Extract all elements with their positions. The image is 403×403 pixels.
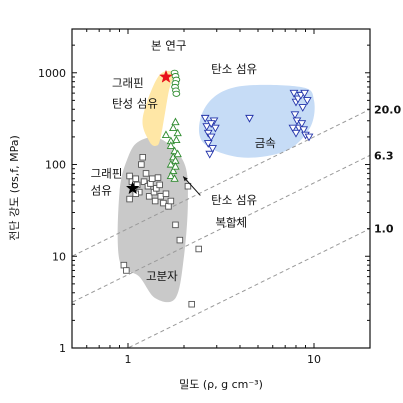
data-point-금속 [300,89,309,98]
data-point-탄소-섬유-복합체 [171,162,180,170]
data-point-고분자 [188,300,195,308]
data-point-탄소-섬유 [172,90,181,97]
annotation-label: 금속 [255,136,276,150]
data-point-고분자 [172,221,179,229]
data-point-고분자 [153,185,160,192]
data-point-고분자 [160,199,167,207]
data-point-고분자 [156,181,163,189]
data-point-고분자 [167,197,175,205]
data-point-layer [120,69,314,308]
data-point-금속 [299,126,309,135]
data-point-고분자 [132,175,139,182]
data-point-고분자 [142,170,150,177]
composite-pointer-arrowhead [183,176,188,182]
data-point-고분자 [165,203,172,210]
data-point-금속 [297,120,307,129]
y-tick-label: 10 [52,250,66,263]
data-point-고분자 [184,182,192,190]
data-point-금속 [302,97,312,105]
data-point-금속 [290,111,300,120]
x-axis-title: 밀도 (ρ, g cm⁻³) [179,378,263,391]
data-point-금속 [245,114,254,123]
region-탄소-섬유-복합체 [142,70,174,147]
data-point-금속 [205,150,215,159]
guide-line-label: 20.0 [374,103,401,116]
data-point-탄소-섬유-복합체 [173,128,182,137]
annotation-label: 그래핀 [112,76,144,90]
data-point-고분자 [148,175,156,182]
data-point-금속 [200,114,210,123]
data-point-고분자 [120,261,128,269]
data-point-고분자 [162,190,170,198]
data-point-금속 [298,104,308,112]
data-point-고분자 [195,245,202,253]
data-point-고분자 [126,172,133,180]
data-point-탄소-섬유-복합체 [169,123,178,132]
x-tick-label: 1 [124,353,131,366]
annotation-label: 섬유 [91,184,112,198]
data-point-탄소-섬유-복합체 [173,149,182,158]
annotation-label: 탄성 섬유 [112,96,158,110]
data-point-탄소-섬유-복합체 [170,174,179,182]
data-point-탄소-섬유-복합체 [161,130,171,139]
annotation-label: 고분자 [146,269,178,283]
axis-ticks: 1 10 1 10 100 1000 [38,28,371,366]
y-tick-label: 1000 [38,67,66,80]
guide-line-label: 1.0 [374,223,394,236]
guide-line-2 [126,228,370,348]
data-point-고분자 [123,267,130,274]
data-point-고분자 [140,178,148,185]
annotation-label: 탄소 섬유 [211,193,257,207]
guide-line-1 [72,154,370,303]
data-point-고분자 [157,193,164,200]
data-point-고분자 [145,193,153,200]
data-point-그래핀-섬유 [125,181,140,195]
data-point-고분자 [176,236,184,244]
data-point-금속 [211,124,220,133]
annotation-label: 본 연구 [151,38,186,52]
data-point-금속 [291,129,301,138]
annotation-label: 탄소 섬유 [211,62,257,76]
annotation-label: 복합체 [215,216,247,230]
y-tick-label: 100 [45,159,66,172]
plot-frame [71,28,371,349]
data-point-금속 [206,120,216,129]
data-point-고분자 [139,154,146,161]
data-point-탄소-섬유-복합체 [169,166,178,175]
data-point-탄소-섬유-복합체 [166,141,176,149]
guide-line-0 [72,108,370,257]
data-point-고분자 [154,174,162,181]
data-point-고분자 [126,195,133,203]
y-axis-title: 전단 강도 (σs,f, MPa) [8,135,21,241]
data-point-금속 [206,133,216,142]
data-point-탄소-섬유-복합체 [171,117,180,126]
annotation-label: 그래핀 [91,167,123,181]
data-point-금속 [288,124,298,133]
data-point-그래핀-탄성-섬유 [159,69,173,83]
data-point-고분자 [138,161,145,168]
guide-line-layer [72,108,370,348]
region-금속 [198,84,315,158]
data-point-고분자 [151,197,159,205]
data-point-금속 [202,123,212,131]
x-tick-label: 10 [307,353,321,366]
data-point-금속 [304,133,314,142]
data-point-탄소-섬유-복합체 [166,159,176,168]
data-point-금속 [203,140,213,148]
data-point-금속 [203,129,213,138]
data-point-금속 [208,145,217,153]
guide-line-label: 6.3 [374,149,394,162]
y-tick-label: 1 [59,342,66,355]
data-point-탄소-섬유-복합체 [166,171,176,180]
data-point-금속 [289,89,299,98]
data-point-탄소-섬유-복합체 [172,135,181,144]
